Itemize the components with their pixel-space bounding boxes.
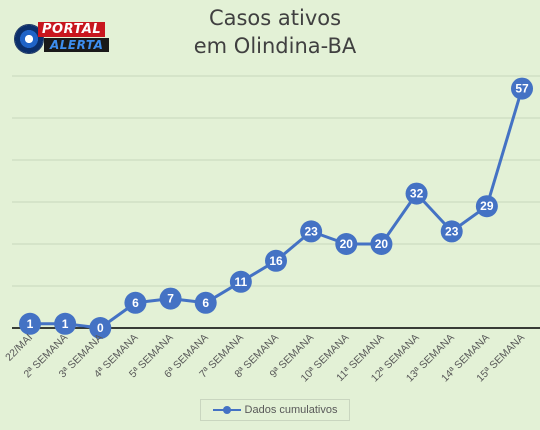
legend-line-marker-icon	[212, 405, 241, 415]
series-line	[30, 88, 524, 330]
legend-label: Dados cumulativos	[244, 404, 338, 416]
data-point	[194, 291, 217, 314]
data-label: 11	[235, 275, 248, 289]
data-label: 29	[480, 199, 494, 213]
data-point	[229, 270, 252, 293]
data-point	[159, 287, 182, 310]
x-tick-label: 22/MAI	[3, 332, 35, 364]
data-point	[124, 291, 147, 314]
data-point	[54, 312, 77, 335]
data-label: 7	[167, 292, 174, 306]
data-point	[335, 233, 358, 255]
data-label: 1	[27, 317, 34, 331]
data-label: 1	[62, 317, 69, 331]
chart-title-line-2: em Olindina-BA	[193, 34, 357, 58]
data-point	[265, 249, 287, 272]
legend: Dados cumulativos	[200, 399, 350, 421]
data-label: 0	[97, 321, 104, 335]
data-label: 20	[340, 237, 354, 251]
data-label: 6	[202, 296, 209, 310]
gridlines	[12, 75, 540, 287]
data-label: 32	[410, 187, 424, 201]
data-point	[475, 195, 498, 218]
data-point	[511, 77, 533, 100]
data-point	[89, 317, 112, 339]
chart-title: Casos ativos em Olindina-BA	[150, 4, 400, 60]
logo-text-bottom: ALERTA	[44, 38, 110, 52]
data-point	[370, 233, 393, 255]
chart-title-line-1: Casos ativos	[208, 6, 342, 30]
data-label: 23	[304, 224, 318, 238]
data-label: 6	[132, 296, 139, 310]
data-point	[19, 312, 41, 335]
data-label: 23	[445, 224, 459, 238]
logo-text-top: PORTAL	[38, 22, 106, 37]
data-point	[440, 220, 463, 243]
data-point	[405, 182, 428, 205]
portal-alerta-logo: PORTAL ALERTA	[14, 22, 114, 54]
data-point	[300, 220, 323, 243]
data-label: 57	[515, 82, 529, 96]
data-label: 16	[269, 254, 283, 268]
data-label: 20	[375, 237, 389, 251]
